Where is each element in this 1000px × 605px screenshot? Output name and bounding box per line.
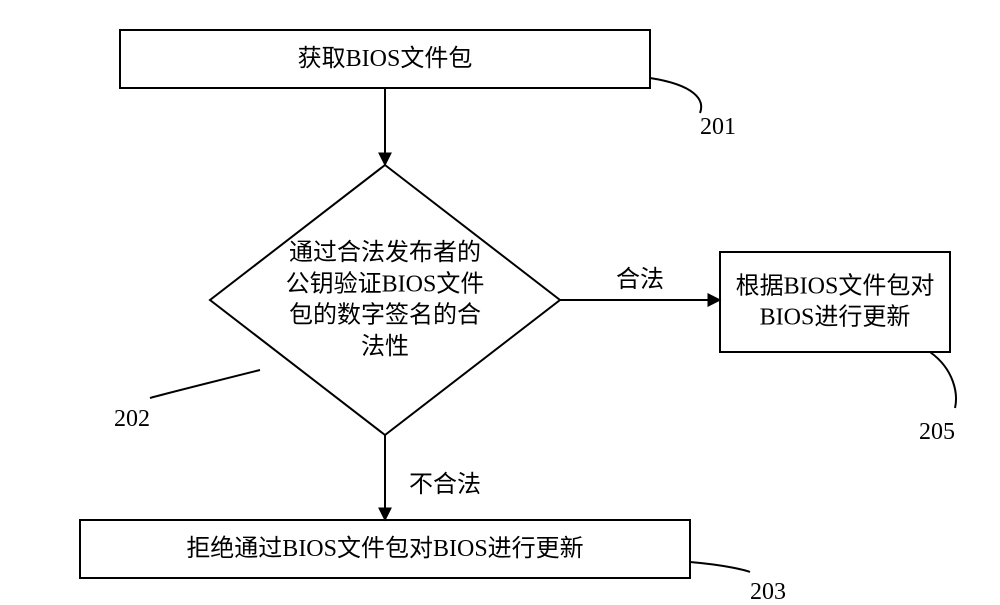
n201-ref-no: 201 xyxy=(700,114,736,140)
edge-e2-label: 合法 xyxy=(616,266,664,293)
node-n201: 获取BIOS文件包 201 xyxy=(120,30,736,140)
n205-ref-leader xyxy=(930,352,956,408)
n202-ref-no: 202 xyxy=(114,406,150,432)
n201-label: 获取BIOS文件包 xyxy=(298,45,473,72)
node-n202: 通过合法发布者的公钥验证BIOS文件包的数字签名的合法性 202 xyxy=(114,165,560,435)
node-n203: 拒绝通过BIOS文件包对BIOS进行更新 203 xyxy=(80,520,786,605)
n203-ref-leader xyxy=(690,562,750,572)
n202-line-2: 包的数字签名的合 xyxy=(289,302,481,329)
n202-ref-leader xyxy=(150,370,260,398)
n202-line-0: 通过合法发布者的 xyxy=(289,239,481,266)
n202-line-1: 公钥验证BIOS文件 xyxy=(286,270,485,297)
n205-line-0: 根据BIOS文件包对 xyxy=(736,272,935,299)
n205-line-1: BIOS进行更新 xyxy=(760,304,911,331)
n203-ref-no: 203 xyxy=(750,579,786,605)
node-n205: 根据BIOS文件包对 BIOS进行更新 205 xyxy=(720,252,956,445)
edge-e3-label: 不合法 xyxy=(409,471,481,498)
edge-e3: 不合法 xyxy=(385,435,481,520)
n201-ref-leader xyxy=(650,78,701,113)
n203-label: 拒绝通过BIOS文件包对BIOS进行更新 xyxy=(186,535,583,562)
edge-e2: 合法 xyxy=(560,266,720,300)
n202-line-3: 法性 xyxy=(361,333,409,360)
n205-ref-no: 205 xyxy=(919,419,955,445)
